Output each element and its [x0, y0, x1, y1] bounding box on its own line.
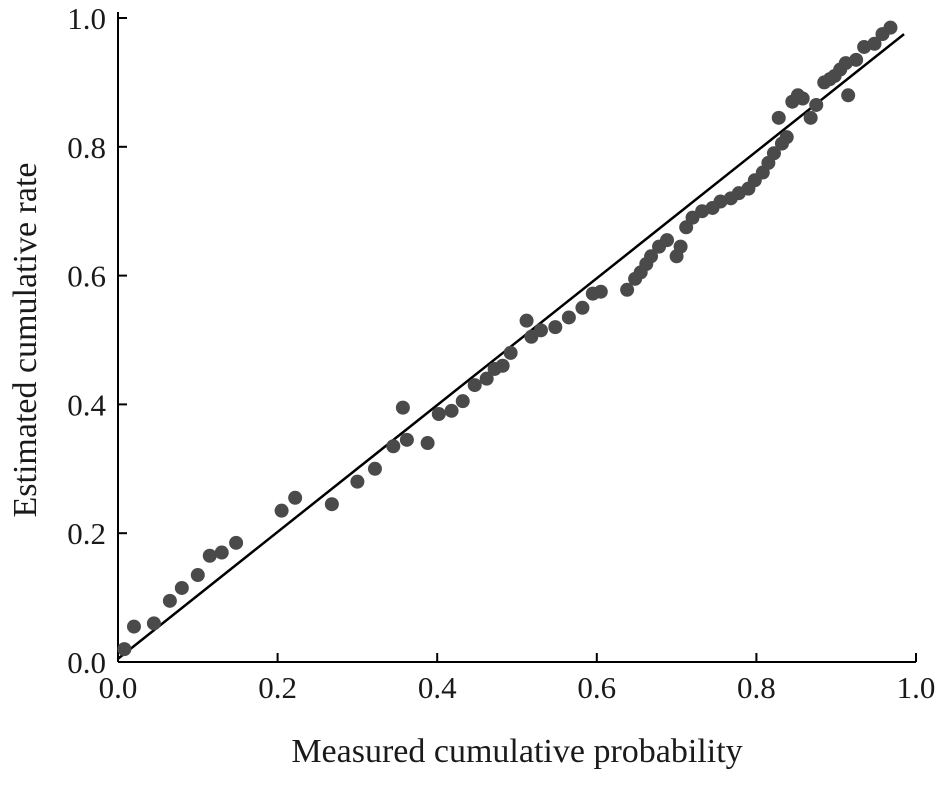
data-point	[146, 616, 161, 631]
data-point	[660, 233, 675, 248]
x-tick-label: 0.6	[577, 670, 616, 705]
y-tick-label: 0.6	[67, 259, 106, 294]
data-point	[673, 239, 688, 254]
data-point	[561, 310, 576, 325]
y-axis-title: Estimated cumulative rate	[7, 163, 44, 518]
data-point	[395, 400, 410, 415]
data-point	[467, 378, 482, 393]
data-point	[214, 545, 229, 560]
data-point	[519, 313, 534, 328]
data-point	[766, 146, 781, 161]
data-point	[444, 403, 459, 418]
data-point	[575, 300, 590, 315]
y-tick-label: 0.8	[67, 130, 106, 165]
data-point	[803, 110, 818, 125]
y-tick-label: 0.4	[67, 387, 106, 422]
data-point	[399, 432, 414, 447]
data-point	[174, 580, 189, 595]
data-point	[190, 568, 205, 583]
data-point	[288, 490, 303, 505]
data-point	[202, 548, 217, 563]
data-point	[431, 407, 446, 422]
data-point	[593, 284, 608, 299]
data-point	[386, 439, 401, 454]
data-point	[274, 503, 289, 518]
data-point	[795, 91, 810, 106]
data-point	[367, 461, 382, 476]
y-tick-label: 0.2	[67, 516, 106, 551]
data-point	[126, 619, 141, 634]
data-point	[503, 345, 518, 360]
data-point	[548, 320, 563, 335]
data-point	[495, 358, 510, 373]
data-point	[620, 282, 635, 297]
x-tick-label: 1.0	[897, 670, 936, 705]
x-tick-label: 0.0	[99, 670, 138, 705]
data-point	[479, 371, 494, 386]
data-point	[779, 130, 794, 145]
x-tick-label: 0.2	[258, 670, 297, 705]
data-point	[420, 436, 435, 451]
data-point	[883, 20, 898, 35]
data-point	[849, 52, 864, 67]
data-point	[324, 497, 339, 512]
data-point	[841, 88, 856, 103]
data-point	[867, 36, 882, 51]
plot-area: 0.0 0.2 0.4 0.6 0.8 1.0 0.0 0.2 0.4 0.6 0.8 1.0	[67, 1, 935, 705]
data-point	[644, 249, 659, 264]
data-point	[809, 97, 824, 112]
data-point	[162, 593, 177, 608]
y-tick-label: 1.0	[67, 1, 106, 36]
data-point	[455, 394, 470, 409]
data-point	[350, 474, 365, 489]
data-point	[229, 535, 244, 550]
y-tick-label: 0.0	[67, 645, 106, 680]
data-point	[533, 323, 548, 338]
data-point	[771, 110, 786, 125]
data-point	[117, 642, 132, 657]
x-axis-title: Measured cumulative probability	[291, 733, 742, 770]
x-tick-label: 0.4	[418, 670, 457, 705]
x-tick-label: 0.8	[737, 670, 776, 705]
